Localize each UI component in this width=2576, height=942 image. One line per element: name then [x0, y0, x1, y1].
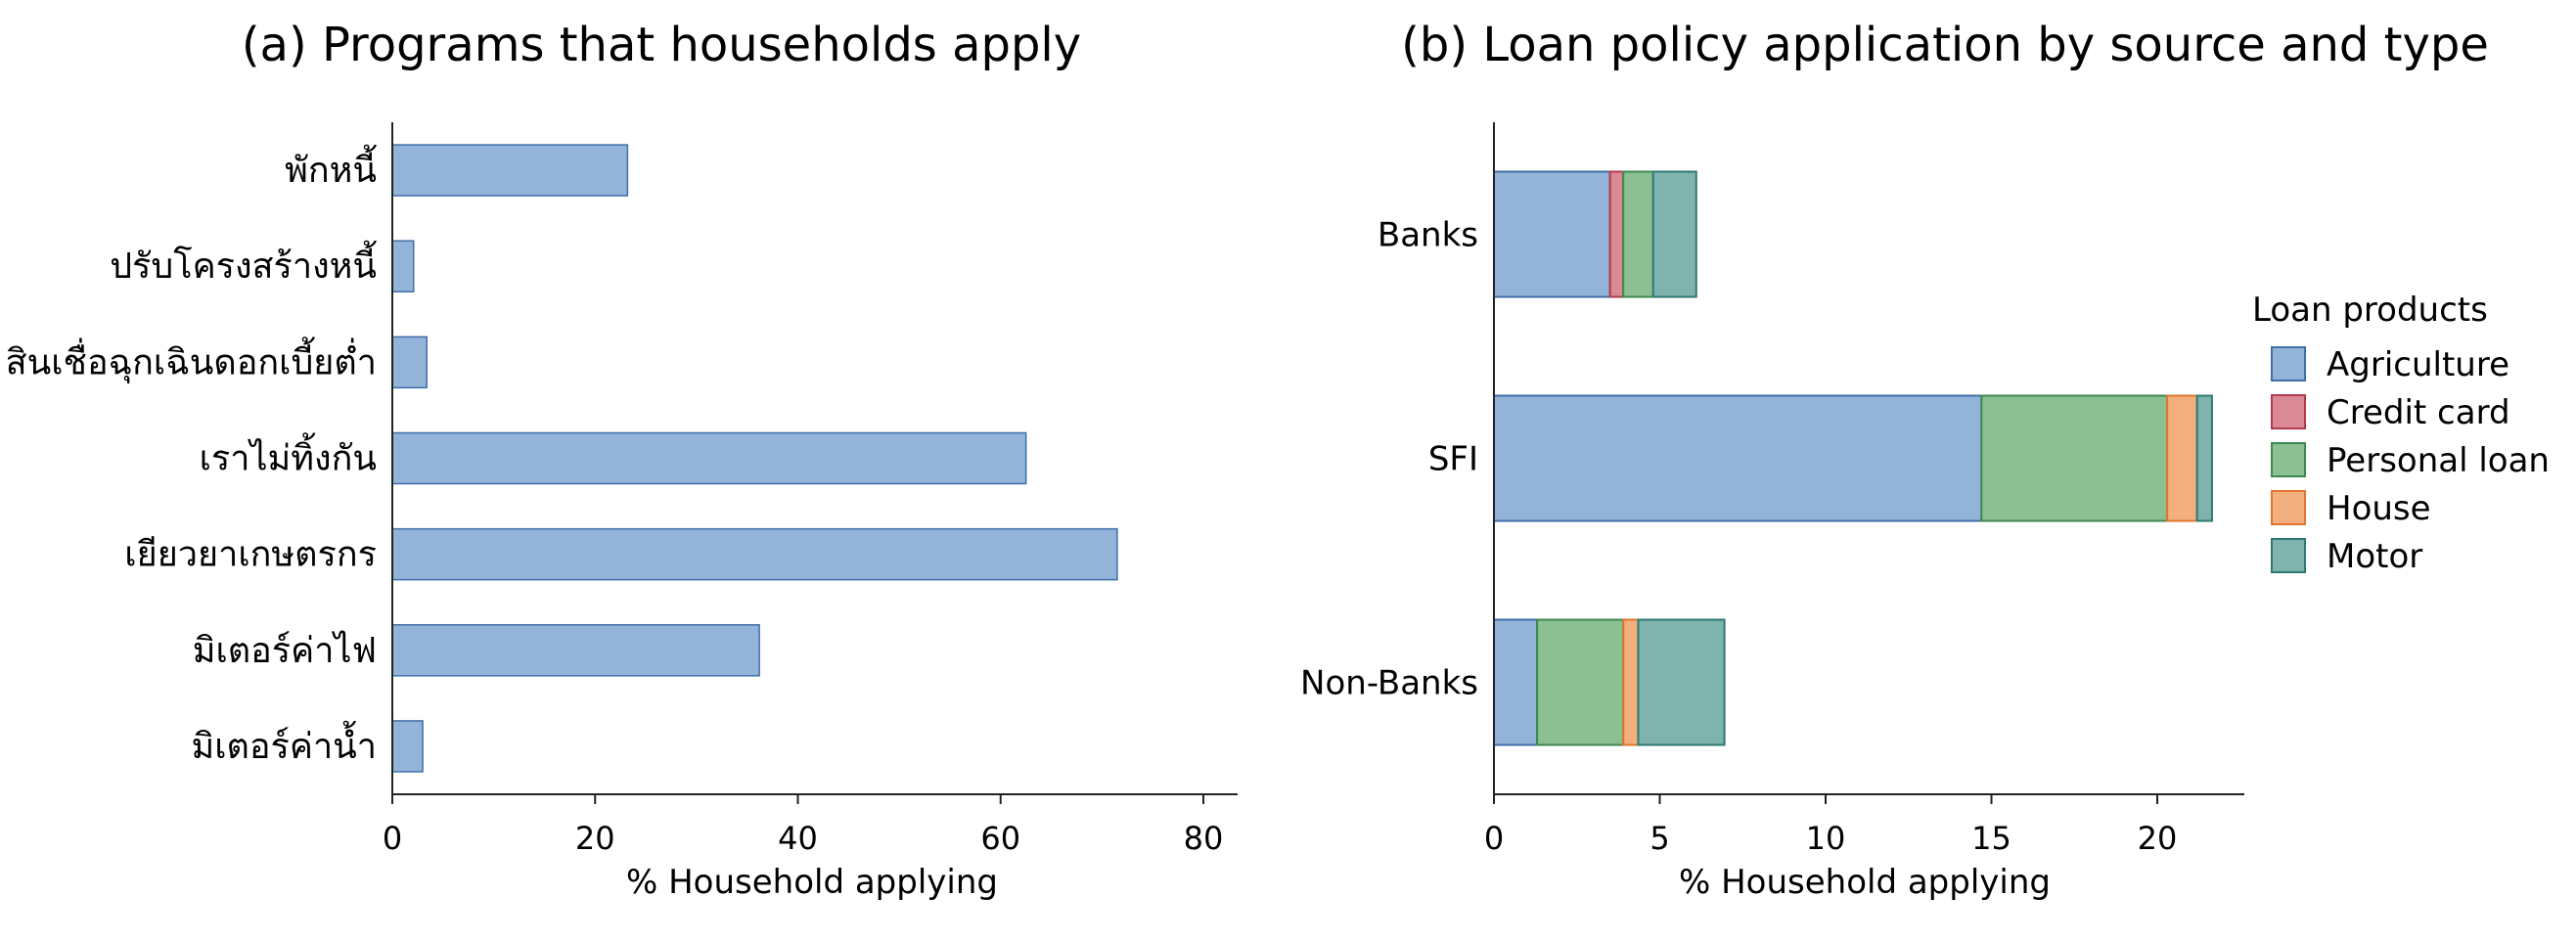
legend-swatch-agriculture [2271, 346, 2306, 381]
panel-b-title: (b) Loan policy application by source an… [1401, 18, 2489, 72]
bar-sfi-agriculture [1493, 394, 1983, 522]
x-tick-label-2: 40 [778, 820, 818, 857]
bar-banks-agriculture [1493, 170, 1611, 298]
legend-swatch-motor [2271, 538, 2306, 573]
bar-2 [391, 336, 428, 389]
bar-3 [391, 431, 1027, 485]
panel-b-x-axis-title: % Household applying [1679, 863, 2051, 902]
panel-a-bars [391, 144, 1118, 773]
category-label-0: พักหนี้ [285, 144, 378, 191]
category-label-4: เยียวยาเกษตรกร [124, 535, 377, 575]
x-tick-label-1: 20 [575, 820, 615, 857]
panel-a-title: (a) Programs that households apply [242, 18, 1081, 72]
category-label-1: SFI [1428, 440, 1478, 479]
panel-b-chart: (b) Loan policy application by source an… [1300, 18, 2550, 902]
bar-non-banks-agriculture [1493, 618, 1539, 746]
legend-label-agriculture: Agriculture [2327, 345, 2509, 384]
legend-title: Loan products [2252, 291, 2488, 330]
panel-a-x-axis-title: % Household applying [626, 863, 998, 902]
bar-5 [391, 624, 760, 677]
panel-b-legend: Loan products Agriculture Credit card Pers… [2252, 291, 2550, 576]
legend-label-motor: Motor [2327, 537, 2422, 576]
category-label-6: มิเตอร์ค่าน้ำ [192, 720, 378, 767]
bar-sfi-motor [2195, 394, 2213, 522]
bar-non-banks-motor [1637, 618, 1726, 746]
legend-swatch-credit-card [2271, 394, 2306, 429]
category-label-2: Non-Banks [1300, 664, 1478, 703]
x-tick-label-3: 15 [1971, 820, 2011, 857]
legend-swatch-personal-loan [2271, 442, 2306, 477]
legend-label-house: House [2327, 489, 2431, 528]
bar-sfi-personal-loan [1980, 394, 2169, 522]
x-tick-label-1: 5 [1650, 820, 1669, 857]
bar-sfi-house [2166, 394, 2198, 522]
category-label-5: มิเตอร์ค่าไฟ [193, 630, 377, 671]
bar-banks-motor [1651, 170, 1697, 298]
bar-0 [391, 144, 629, 197]
panel-b-bars [1493, 170, 2213, 746]
legend-label-personal-loan: Personal loan [2327, 441, 2550, 480]
bar-non-banks-personal-loan [1536, 618, 1625, 746]
x-tick-label-0: 0 [1484, 820, 1504, 857]
bar-non-banks-house [1622, 618, 1640, 746]
x-tick-label-3: 60 [980, 820, 1020, 857]
category-label-1: ปรับโครงสร้างหนี้ [110, 240, 378, 287]
bar-banks-personal-loan [1622, 170, 1654, 298]
x-tick-label-4: 20 [2138, 820, 2178, 857]
x-tick-label-4: 80 [1184, 820, 1224, 857]
panel-a-chart: (a) Programs that households apply 0 20 40… [6, 18, 1238, 902]
bar-6 [391, 720, 424, 773]
panel-a-x-ticks: 0 20 40 60 80 [383, 794, 1224, 857]
panel-a-category-labels: พักหนี้ปรับโครงสร้างหนี้สินเชื่อฉุกเฉินด… [6, 144, 378, 767]
x-tick-label-2: 10 [1806, 820, 1846, 857]
category-label-3: เราไม่ทิ้งกัน [200, 432, 377, 479]
legend-label-credit-card: Credit card [2327, 393, 2510, 432]
bar-4 [391, 527, 1118, 581]
x-tick-label-0: 0 [383, 820, 402, 857]
legend-swatch-house [2271, 490, 2306, 525]
bar-banks-credit-card [1608, 170, 1625, 298]
panel-b-category-labels: Banks SFI Non-Banks [1300, 216, 1478, 703]
category-label-0: Banks [1378, 216, 1478, 255]
panel-b-x-ticks: 0 5 10 15 20 [1484, 794, 2178, 857]
category-label-2: สินเชื่อฉุกเฉินดอกเบี้ยต่ำ [6, 336, 377, 383]
bar-1 [391, 240, 415, 292]
